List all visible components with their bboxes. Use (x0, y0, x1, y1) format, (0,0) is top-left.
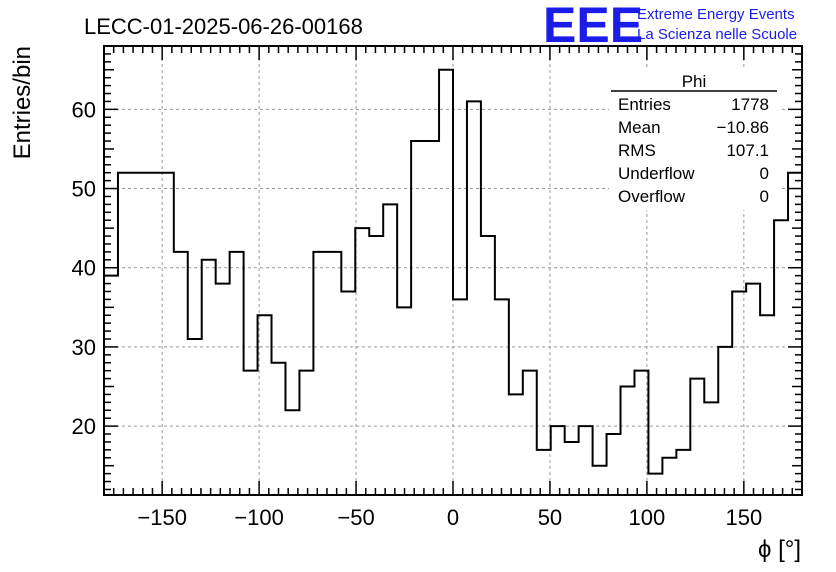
stats-value: −10.86 (717, 118, 769, 137)
histogram-bar (453, 299, 467, 495)
histogram-bar (285, 410, 299, 495)
y-tick-label: 50 (72, 177, 96, 202)
histogram-bar (104, 276, 118, 495)
stats-value: 1778 (731, 95, 769, 114)
x-tick-label: 150 (725, 505, 762, 530)
histogram-bar (718, 347, 732, 495)
histogram-bar (648, 474, 662, 495)
histogram-bar (634, 371, 648, 495)
histogram-bar (481, 236, 495, 495)
histogram-bar (621, 387, 635, 495)
histogram-outline (104, 68, 802, 475)
histogram-bar (732, 291, 746, 495)
histogram-bar (537, 450, 551, 495)
y-tick-label: 60 (72, 97, 96, 122)
x-tick-label: −100 (234, 505, 284, 530)
x-axis-label: ϕ [°] (758, 536, 801, 563)
stats-value: 107.1 (726, 141, 769, 160)
histogram-bar (788, 173, 802, 495)
histogram-bar (760, 315, 774, 495)
histogram-bar (341, 291, 355, 495)
x-tick-label: −50 (337, 505, 374, 530)
eee-logo-line1: Extreme Energy Events (637, 6, 795, 23)
histogram-bar (746, 284, 760, 495)
histogram-bar (174, 252, 188, 495)
eee-logo-line2: La Scienza nelle Scuole (637, 26, 797, 43)
eee-logo: EEE Extreme Energy Events La Scienza nel… (543, 0, 797, 53)
histogram-bar (272, 363, 286, 495)
histogram-bar (425, 141, 439, 495)
axis-ticks (104, 46, 802, 495)
stats-rows: Entries 1778 Mean −10.86 RMS 107.1 Underflow 0 O… (618, 95, 769, 206)
x-tick-label: 100 (629, 505, 666, 530)
histogram-bar (662, 458, 676, 495)
y-tick-labels: 20 30 40 50 60 (72, 97, 96, 439)
histogram-bar (690, 379, 704, 495)
stats-box: Phi Entries 1778 Mean −10.86 RMS 107.1 Underfl… (609, 70, 779, 210)
histogram-bar (774, 220, 788, 495)
histogram-bar (216, 284, 230, 495)
histogram-bar (467, 101, 481, 495)
histogram-bar (523, 371, 537, 495)
histogram-bar (397, 307, 411, 495)
stats-label: Overflow (618, 187, 686, 206)
x-tick-label: −150 (137, 505, 187, 530)
stats-value: 0 (760, 187, 769, 206)
histogram-bar (299, 371, 313, 495)
stats-label: Mean (618, 118, 661, 137)
chart-title: LECC-01-2025-06-26-00168 (84, 14, 363, 39)
histogram-bar (509, 394, 523, 495)
histogram-bar (202, 260, 216, 495)
stats-box-title: Phi (682, 72, 707, 91)
histogram-bar (313, 252, 327, 495)
stats-value: 0 (760, 164, 769, 183)
y-tick-label: 20 (72, 414, 96, 439)
x-tick-label: 0 (447, 505, 459, 530)
histogram-bar (244, 371, 258, 495)
y-tick-label: 30 (72, 335, 96, 360)
histogram-bar (579, 426, 593, 495)
histogram-bar (188, 339, 202, 495)
histogram-bar (355, 228, 369, 495)
histogram-bar (676, 450, 690, 495)
histogram-bar (551, 426, 565, 495)
histogram-bar (369, 236, 383, 495)
histogram-bar (411, 141, 425, 495)
y-axis-label: Entries/bin (9, 46, 36, 159)
stats-label: Underflow (618, 164, 695, 183)
histogram-bar (146, 173, 160, 495)
histogram-bar (495, 299, 509, 495)
histogram-bar (593, 466, 607, 495)
histogram-bar (607, 434, 621, 495)
histogram-bar (439, 70, 453, 495)
x-tick-label: 50 (538, 505, 562, 530)
histogram-bar (327, 252, 341, 495)
histogram-bar (132, 173, 146, 495)
stats-label: RMS (618, 141, 656, 160)
y-tick-label: 40 (72, 256, 96, 281)
eee-logo-mark: EEE (543, 0, 643, 53)
histogram-bar (230, 252, 244, 495)
stats-label: Entries (618, 95, 671, 114)
histogram-bar (704, 402, 718, 495)
histogram-bar (118, 173, 132, 495)
histogram-bar (160, 173, 174, 495)
histogram-bar (383, 204, 397, 495)
histogram-bar (258, 315, 272, 495)
histogram-bar (565, 442, 579, 495)
stats-box-background (609, 70, 779, 210)
x-tick-labels: −150 −100 −50 0 50 100 150 (137, 505, 762, 530)
